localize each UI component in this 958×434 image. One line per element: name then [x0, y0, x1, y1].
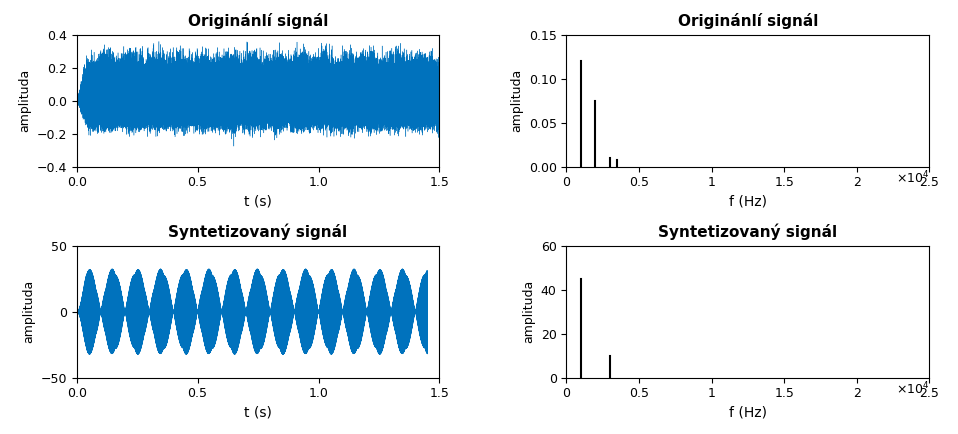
- Y-axis label: amplituda: amplituda: [522, 280, 536, 343]
- X-axis label: t (s): t (s): [244, 195, 272, 209]
- Y-axis label: amplituda: amplituda: [22, 280, 34, 343]
- Text: $\times10^4$: $\times10^4$: [896, 381, 929, 398]
- Y-axis label: amplituda: amplituda: [18, 69, 31, 132]
- X-axis label: f (Hz): f (Hz): [729, 406, 766, 420]
- X-axis label: f (Hz): f (Hz): [729, 195, 766, 209]
- Title: Syntetizovaný signál: Syntetizovaný signál: [658, 224, 837, 240]
- Title: Originánlí signál: Originánlí signál: [677, 13, 818, 30]
- X-axis label: t (s): t (s): [244, 406, 272, 420]
- Text: $\times10^4$: $\times10^4$: [896, 170, 929, 187]
- Title: Originánlí signál: Originánlí signál: [188, 13, 329, 30]
- Title: Syntetizovaný signál: Syntetizovaný signál: [169, 224, 348, 240]
- Y-axis label: amplituda: amplituda: [511, 69, 523, 132]
